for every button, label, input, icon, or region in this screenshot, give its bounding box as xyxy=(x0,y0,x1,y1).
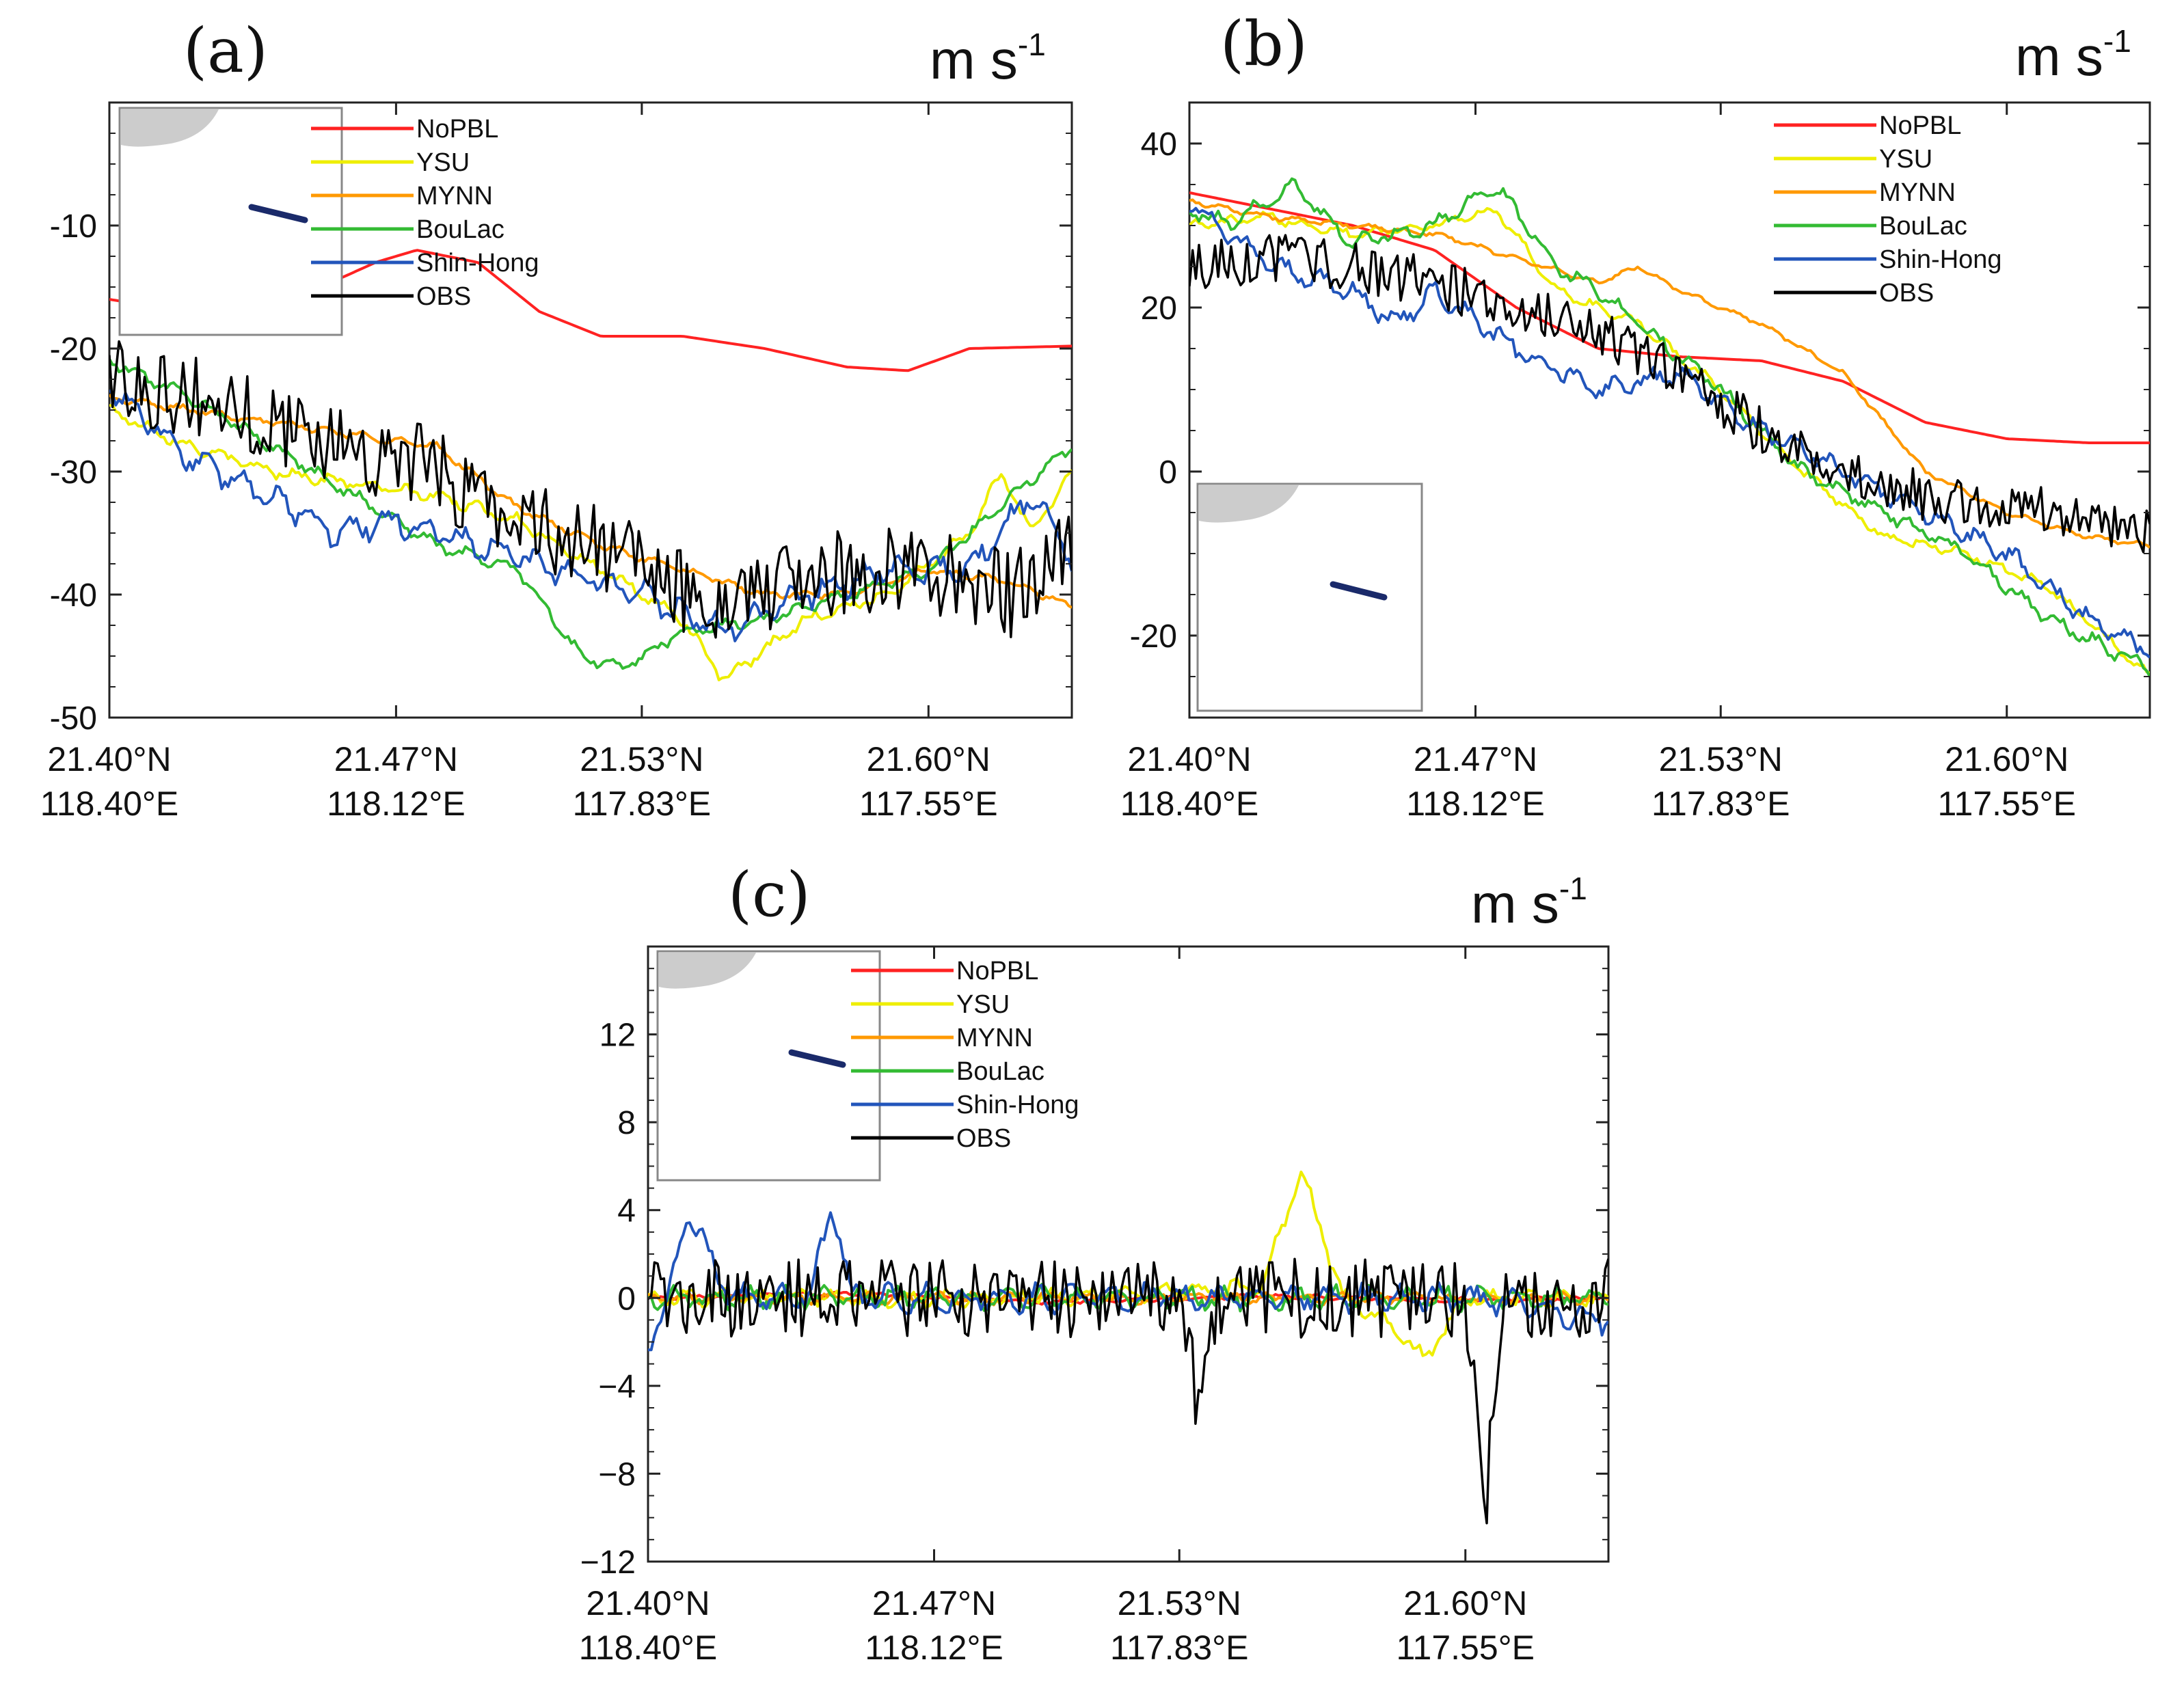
transect-line xyxy=(248,204,308,223)
x-tick-label-lat: 21.47°N xyxy=(334,740,458,778)
panel-b: (b) m s-1 -20 0 20 40 21.40°N 118.40°E 21.47°N… xyxy=(1120,8,2151,823)
coastline-shape xyxy=(659,953,756,989)
y-tick-label: 4 xyxy=(617,1193,636,1229)
legend-label-ysu: YSU xyxy=(416,148,470,177)
series-line-obs xyxy=(1189,234,2150,554)
y-tick-label: 12 xyxy=(599,1018,636,1054)
legend-label-nopbl: NoPBL xyxy=(1879,111,1961,140)
legend-label-nopbl: NoPBL xyxy=(956,957,1038,985)
x-tick-label-lat: 21.60°N xyxy=(1945,740,2068,778)
x-tick-label-lon: 117.55°E xyxy=(1396,1629,1535,1667)
coastline-shape xyxy=(1199,485,1299,523)
inset-map xyxy=(118,107,343,336)
y-tick-label: −4 xyxy=(598,1369,636,1405)
x-tick-label-lon: 117.83°E xyxy=(573,785,712,823)
x-tick-label-lat: 21.53°N xyxy=(1118,1584,1241,1622)
legend-label-obs: OBS xyxy=(1879,279,1934,308)
y-tick-label: -20 xyxy=(50,331,97,368)
y-tick-label: -50 xyxy=(50,700,97,737)
legend: NoPBL YSU MYNN BouLac Shin-Hong OBS xyxy=(311,115,539,311)
panel-label: (c) xyxy=(728,859,811,931)
x-tick-label-lon: 118.40°E xyxy=(579,1629,718,1667)
y-tick-label: -20 xyxy=(1130,618,1177,655)
x-tick-label-lat: 21.40°N xyxy=(47,740,171,778)
x-tick-label-lat: 21.47°N xyxy=(872,1584,996,1622)
tick-layer: -20 0 20 40 21.40°N 118.40°E 21.47°N 118.12°E 21… xyxy=(1120,102,2150,823)
series-line-obs xyxy=(109,340,1072,639)
tick-layer: −12 −8 −4 0 4 8 12 21.40°N 118.40°E 21.47°N 118.12… xyxy=(579,946,1608,1667)
panel-a: (a) m s-1 -50 -40 -30 -20 -10 21.40°N 118.40°E… xyxy=(40,15,1073,823)
x-tick-label-lat: 21.47°N xyxy=(1414,740,1537,778)
inset-map xyxy=(1196,482,1423,712)
y-tick-label: -10 xyxy=(50,208,97,245)
series-line-boulac xyxy=(1189,177,2150,677)
legend-label-boulac: BouLac xyxy=(1879,212,1967,241)
y-tick-label: 8 xyxy=(617,1105,636,1141)
x-tick-label-lat: 21.53°N xyxy=(580,740,703,778)
legend-label-ysu: YSU xyxy=(1879,145,1932,174)
legend-label-obs: OBS xyxy=(956,1124,1011,1153)
tick-layer: -50 -40 -30 -20 -10 21.40°N 118.40°E 21.47°N 118… xyxy=(40,102,1072,823)
series-line-mynn xyxy=(1189,198,2150,549)
panel-label: (a) xyxy=(183,15,268,87)
x-tick-label-lat: 21.40°N xyxy=(586,1584,710,1622)
unit-label: m s-1 xyxy=(2015,23,2131,87)
y-tick-label: −12 xyxy=(580,1544,636,1581)
x-tick-label-lon: 117.55°E xyxy=(1937,785,2076,823)
legend-label-nopbl: NoPBL xyxy=(416,115,498,144)
x-tick-label-lon: 118.12°E xyxy=(1406,785,1545,823)
legend-label-boulac: BouLac xyxy=(956,1057,1044,1086)
panel-c: (c) m s-1 −12 −8 −4 0 4 8 12 21.40°N 118.40°E 21.… xyxy=(579,859,1610,1667)
series-line-ysu xyxy=(1189,207,2150,675)
x-tick-label-lat: 21.60°N xyxy=(867,740,990,778)
y-tick-label: 20 xyxy=(1141,290,1177,327)
unit-label: m s-1 xyxy=(930,27,1046,90)
x-tick-label-lat: 21.60°N xyxy=(1403,1584,1527,1622)
x-tick-label-lon: 117.55°E xyxy=(859,785,998,823)
x-tick-label-lon: 118.40°E xyxy=(40,785,179,823)
legend-label-boulac: BouLac xyxy=(416,215,504,244)
unit-label: m s-1 xyxy=(1471,871,1587,934)
x-tick-label-lon: 117.83°E xyxy=(1652,785,1790,823)
x-tick-label-lon: 117.83°E xyxy=(1110,1629,1249,1667)
legend-label-mynn: MYNN xyxy=(416,182,493,210)
legend: NoPBL YSU MYNN BouLac Shin-Hong OBS xyxy=(851,957,1079,1153)
y-tick-label: −8 xyxy=(598,1456,636,1493)
x-tick-label-lat: 21.53°N xyxy=(1659,740,1783,778)
series-line-obs xyxy=(648,1257,1608,1525)
inset-map xyxy=(656,950,881,1182)
y-tick-label: 0 xyxy=(617,1281,636,1317)
legend-label-mynn: MYNN xyxy=(956,1024,1033,1052)
y-tick-label: 0 xyxy=(1159,454,1177,491)
series-line-shin-hong xyxy=(1189,206,2150,659)
coastline-shape xyxy=(121,109,219,147)
y-tick-label: -40 xyxy=(50,577,97,614)
x-tick-label-lat: 21.40°N xyxy=(1127,740,1251,778)
panel-label: (b) xyxy=(1220,8,1308,80)
y-tick-label: 40 xyxy=(1141,126,1177,163)
legend-label-obs: OBS xyxy=(416,282,471,311)
y-tick-label: -30 xyxy=(50,454,97,491)
legend-label-shin-hong: Shin-Hong xyxy=(956,1091,1079,1119)
x-tick-label-lon: 118.12°E xyxy=(327,785,466,823)
x-tick-label-lon: 118.12°E xyxy=(865,1629,1003,1667)
series-line-boulac xyxy=(648,1283,1608,1313)
legend-label-mynn: MYNN xyxy=(1879,178,1956,207)
transect-line xyxy=(788,1049,846,1068)
legend-label-shin-hong: Shin-Hong xyxy=(416,249,539,277)
series-line-shin-hong xyxy=(109,389,1072,642)
legend: NoPBL YSU MYNN BouLac Shin-Hong OBS xyxy=(1774,111,2002,308)
x-tick-label-lon: 118.40°E xyxy=(1120,785,1259,823)
legend-label-ysu: YSU xyxy=(956,990,1010,1019)
transect-line xyxy=(1330,581,1388,601)
series-layer xyxy=(648,1170,1608,1525)
series-layer xyxy=(1189,177,2150,677)
legend-label-shin-hong: Shin-Hong xyxy=(1879,245,2002,274)
series-line-shin-hong xyxy=(648,1211,1608,1352)
